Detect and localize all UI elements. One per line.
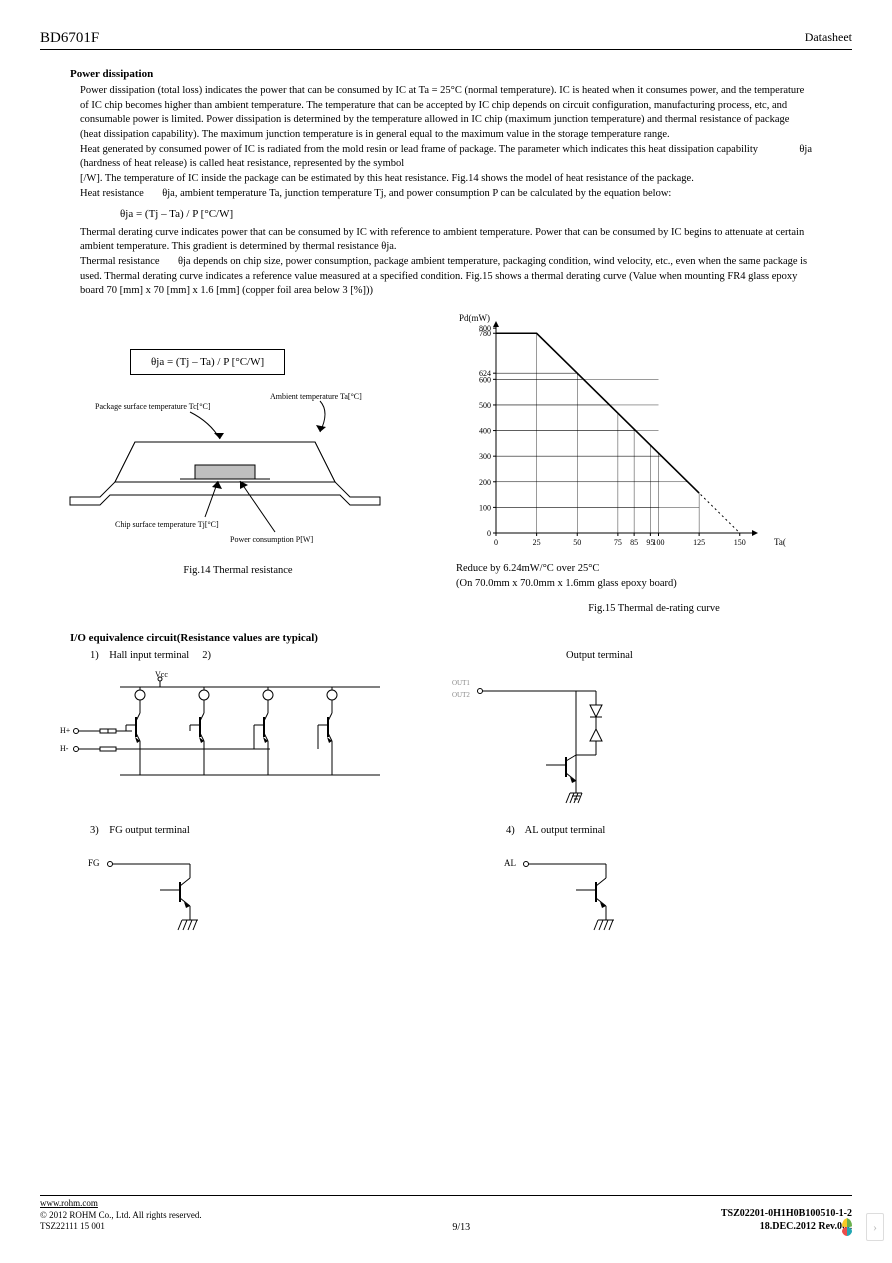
next-page-button[interactable]: › <box>866 1213 884 1241</box>
page-footer: www.rohm.com © 2012 ROHM Co., Ltd. All r… <box>40 1195 852 1233</box>
rohm-logo-icon <box>834 1214 860 1240</box>
doc-type: Datasheet <box>805 30 852 47</box>
svg-text:Pd(mW): Pd(mW) <box>459 313 490 323</box>
circuit-hall-input: Vcc H+ H- <box>40 665 400 805</box>
fig14-col: θja = (Tj – Ta) / P [°C/W] Package surfa… <box>40 309 436 614</box>
fig14-caption: Fig.14 Thermal resistance <box>40 565 436 576</box>
footer-left: www.rohm.com © 2012 ROHM Co., Ltd. All r… <box>40 1198 202 1233</box>
circuit-output: OUT1 OUT2 <box>446 665 666 815</box>
formula-box: θja = (Tj – Ta) / P [°C/W] <box>130 349 285 375</box>
fig15-caption: Fig.15 Thermal de-rating curve <box>456 603 852 614</box>
svg-text:OUT2: OUT2 <box>452 691 470 699</box>
para-2: Heat generated by consumed power of IC i… <box>80 143 812 172</box>
figure-row: θja = (Tj – Ta) / P [°C/W] Package surfa… <box>40 309 852 614</box>
svg-text:FG: FG <box>88 858 100 868</box>
para-1: Power dissipation (total loss) indicates… <box>80 84 812 143</box>
svg-text:OUT1: OUT1 <box>452 679 470 687</box>
svg-text:300: 300 <box>479 452 491 461</box>
page-number: 9/13 <box>452 1222 470 1233</box>
svg-text:800: 800 <box>479 324 491 333</box>
page-header: BD6701F Datasheet <box>40 30 852 50</box>
svg-text:AL: AL <box>504 858 516 868</box>
circuit-fg: FG <box>40 840 260 950</box>
fig15-chart: Pd(mW)0100200300400500600624780800025507… <box>456 309 786 559</box>
svg-text:Ambient temperature Ta[°C]: Ambient temperature Ta[°C] <box>270 392 362 401</box>
footer-right: TSZ02201-0H1H0B100510-1-2 18.DEC.2012 Re… <box>721 1207 852 1233</box>
svg-text:100: 100 <box>653 538 665 547</box>
svg-text:H+: H+ <box>60 726 71 735</box>
svg-text:100: 100 <box>479 503 491 512</box>
equation-theta: θja = (Tj – Ta) / P [°C/W] <box>120 208 852 220</box>
io-cell-4: 4) AL output terminal AL <box>446 825 852 950</box>
svg-text:624: 624 <box>479 369 491 378</box>
io-cell-3: 3) FG output terminal FG <box>40 825 446 950</box>
fig14-package-diagram: Package surface temperature Tc[°C] Ambie… <box>40 387 420 557</box>
svg-text:0: 0 <box>487 529 491 538</box>
svg-text:85: 85 <box>630 538 638 547</box>
io-row-1: 1) Hall input terminal 2) Vcc H+ H- <box>40 650 852 815</box>
para-6: Thermal resistance θja depends on chip s… <box>80 255 812 299</box>
para-5: Thermal derating curve indicates power t… <box>80 226 812 255</box>
svg-text:400: 400 <box>479 426 491 435</box>
svg-text:75: 75 <box>614 538 622 547</box>
io-cell-2: Output terminal OUT1 OUT2 <box>446 650 852 815</box>
svg-text:125: 125 <box>693 538 705 547</box>
svg-text:Ta(°): Ta(°) <box>774 537 786 547</box>
circuit-al: AL <box>476 840 696 950</box>
para-3: [/W]. The temperature of IC inside the p… <box>80 172 812 187</box>
svg-text:Package surface temperature Tc: Package surface temperature Tc[°C] <box>95 402 211 411</box>
svg-text:Power consumption P[W]: Power consumption P[W] <box>230 535 313 544</box>
fig15-col: Pd(mW)0100200300400500600624780800025507… <box>456 309 852 614</box>
fig15-note2: (On 70.0mm x 70.0mm x 1.6mm glass epoxy … <box>456 578 852 589</box>
svg-text:0: 0 <box>494 538 498 547</box>
svg-text:500: 500 <box>479 401 491 410</box>
para-4: Heat resistance θja, ambient temperature… <box>80 187 812 202</box>
svg-text:H-: H- <box>60 744 69 753</box>
io-cell-1: 1) Hall input terminal 2) Vcc H+ H- <box>40 650 446 815</box>
svg-text:50: 50 <box>573 538 581 547</box>
pager: › <box>834 1213 884 1241</box>
part-number: BD6701F <box>40 30 99 47</box>
svg-text:200: 200 <box>479 478 491 487</box>
fig15-note1: Reduce by 6.24mW/°C over 25°C <box>456 563 852 574</box>
svg-text:25: 25 <box>533 538 541 547</box>
io-section-title: I/O equivalence circuit(Resistance value… <box>70 632 852 644</box>
io-row-2: 3) FG output terminal FG 4) AL output te… <box>40 825 852 950</box>
section-title-power: Power dissipation <box>70 68 852 80</box>
svg-text:150: 150 <box>734 538 746 547</box>
svg-text:Chip surface temperature Tj[°C: Chip surface temperature Tj[°C] <box>115 520 219 529</box>
